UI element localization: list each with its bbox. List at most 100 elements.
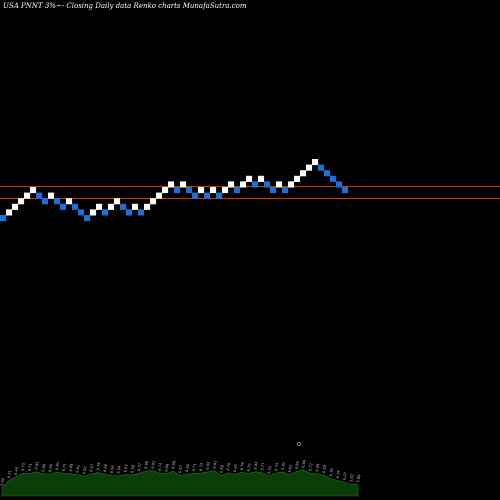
down-brick bbox=[54, 198, 61, 205]
up-brick bbox=[48, 192, 55, 199]
up-brick bbox=[90, 209, 97, 216]
up-brick bbox=[6, 209, 13, 216]
volume-value-label: 5.92 bbox=[349, 474, 354, 483]
chart-title: USA PNNT 3%~- Closing Daily data Renko c… bbox=[3, 2, 247, 10]
down-brick bbox=[138, 209, 145, 216]
volume-value-label: 6.89 bbox=[171, 460, 176, 469]
volume-value-label: 6.72 bbox=[308, 463, 313, 472]
volume-value-label: 6.66 bbox=[103, 463, 108, 472]
down-brick bbox=[60, 203, 67, 210]
volume-value-label: 6.07 bbox=[342, 472, 347, 481]
volume-value-label: 6.68 bbox=[41, 463, 46, 472]
volume-value-label: 6.82 bbox=[205, 462, 210, 471]
up-brick bbox=[288, 181, 295, 188]
volume-value-label: 6.78 bbox=[96, 461, 101, 470]
up-brick bbox=[240, 181, 247, 188]
up-brick bbox=[30, 187, 37, 194]
volume-value-label: 6.58 bbox=[322, 464, 327, 473]
volume-value-label: 6.35 bbox=[329, 468, 334, 477]
down-brick bbox=[186, 187, 193, 194]
up-brick bbox=[114, 198, 121, 205]
volume-value-label: 6.70 bbox=[247, 462, 252, 471]
up-brick bbox=[222, 187, 229, 194]
volume-value-label: 6.66 bbox=[185, 463, 190, 472]
renko-bricks bbox=[0, 159, 349, 222]
volume-value-label: 6.72 bbox=[137, 463, 142, 472]
volume-value-label: 6.56 bbox=[110, 464, 115, 473]
volume-value-label: 5.89 bbox=[356, 474, 361, 483]
up-brick bbox=[132, 203, 139, 210]
volume-value-label: 6.19 bbox=[336, 469, 341, 478]
volume-value-label: 6.69 bbox=[315, 463, 320, 472]
down-brick bbox=[204, 192, 211, 199]
down-brick bbox=[120, 203, 127, 210]
volume-labels: 5.656.21 6.44 6.73 6.71 6.83 6.68 6.66 6.81 6.71… bbox=[0, 442, 361, 486]
volume-value-label: 6.77 bbox=[260, 462, 265, 471]
down-brick bbox=[216, 192, 223, 199]
down-brick bbox=[324, 170, 331, 177]
up-brick bbox=[198, 187, 205, 194]
down-brick bbox=[330, 175, 337, 182]
up-brick bbox=[246, 175, 253, 182]
down-brick bbox=[126, 209, 133, 216]
volume-value-label: 6.71 bbox=[192, 463, 197, 472]
volume-value-label: 6.58 bbox=[219, 464, 224, 473]
up-brick bbox=[228, 181, 235, 188]
volume-value-label: 6.66 bbox=[48, 463, 53, 472]
volume-value-label: 6.59 bbox=[130, 464, 135, 473]
up-brick bbox=[258, 175, 265, 182]
volume-value-label: 6.81 bbox=[55, 462, 60, 471]
volume-value-label: 6.69 bbox=[69, 463, 74, 472]
down-brick bbox=[192, 192, 199, 199]
down-brick bbox=[342, 187, 349, 194]
horizontal-lines bbox=[0, 186, 500, 199]
down-brick bbox=[264, 181, 271, 188]
volume-value-label: 6.65 bbox=[233, 464, 238, 473]
down-brick bbox=[282, 187, 289, 194]
up-brick bbox=[156, 192, 163, 199]
down-brick bbox=[78, 209, 85, 216]
volume-value-label: 6.61 bbox=[75, 464, 80, 473]
volume-value-label: 6.91 bbox=[212, 460, 217, 469]
volume-value-label: 6.74 bbox=[158, 462, 163, 471]
up-brick bbox=[306, 164, 313, 171]
up-brick bbox=[18, 198, 25, 205]
volume-value-label: 6.74 bbox=[274, 462, 279, 471]
volume-value-label: 6.83 bbox=[34, 461, 39, 470]
up-brick bbox=[66, 198, 73, 205]
volume-value-label: 6.63 bbox=[123, 464, 128, 473]
up-brick bbox=[300, 170, 307, 177]
down-brick bbox=[84, 215, 91, 222]
volume-value-label: 6.91 bbox=[151, 460, 156, 469]
volume-value-label: 6.54 bbox=[116, 465, 121, 474]
volume-value-label: 6.83 bbox=[253, 461, 258, 470]
volume-value-label: 6.71 bbox=[27, 463, 32, 472]
volume-area bbox=[1, 469, 359, 497]
volume-value-label: 6.50 bbox=[82, 465, 87, 474]
up-brick bbox=[276, 181, 283, 188]
volume-value-label: 6.88 bbox=[144, 460, 149, 469]
volume-value-label: 6.96 bbox=[301, 459, 306, 468]
up-brick bbox=[294, 175, 301, 182]
volume-value-label: 6.21 bbox=[7, 470, 12, 479]
up-brick bbox=[168, 181, 175, 188]
down-brick bbox=[174, 187, 181, 194]
volume-value-label: 6.67 bbox=[89, 464, 94, 473]
volume-value-label: 6.86 bbox=[294, 460, 299, 469]
volume-value-label: 6.73 bbox=[21, 463, 26, 472]
volume-value-label: 6.71 bbox=[62, 463, 67, 472]
down-brick bbox=[252, 181, 259, 188]
down-brick bbox=[0, 215, 7, 222]
up-brick bbox=[150, 198, 157, 205]
down-brick bbox=[36, 192, 43, 199]
volume-value-label: 6.73 bbox=[199, 463, 204, 472]
up-brick bbox=[180, 181, 187, 188]
up-brick bbox=[12, 203, 19, 210]
down-brick bbox=[270, 187, 277, 194]
volume-value-label: 6.79 bbox=[240, 461, 245, 470]
volume-value-label: 6.62 bbox=[288, 464, 293, 473]
volume-value-label: 6.44 bbox=[14, 466, 19, 475]
down-brick bbox=[336, 181, 343, 188]
up-brick bbox=[96, 203, 103, 210]
